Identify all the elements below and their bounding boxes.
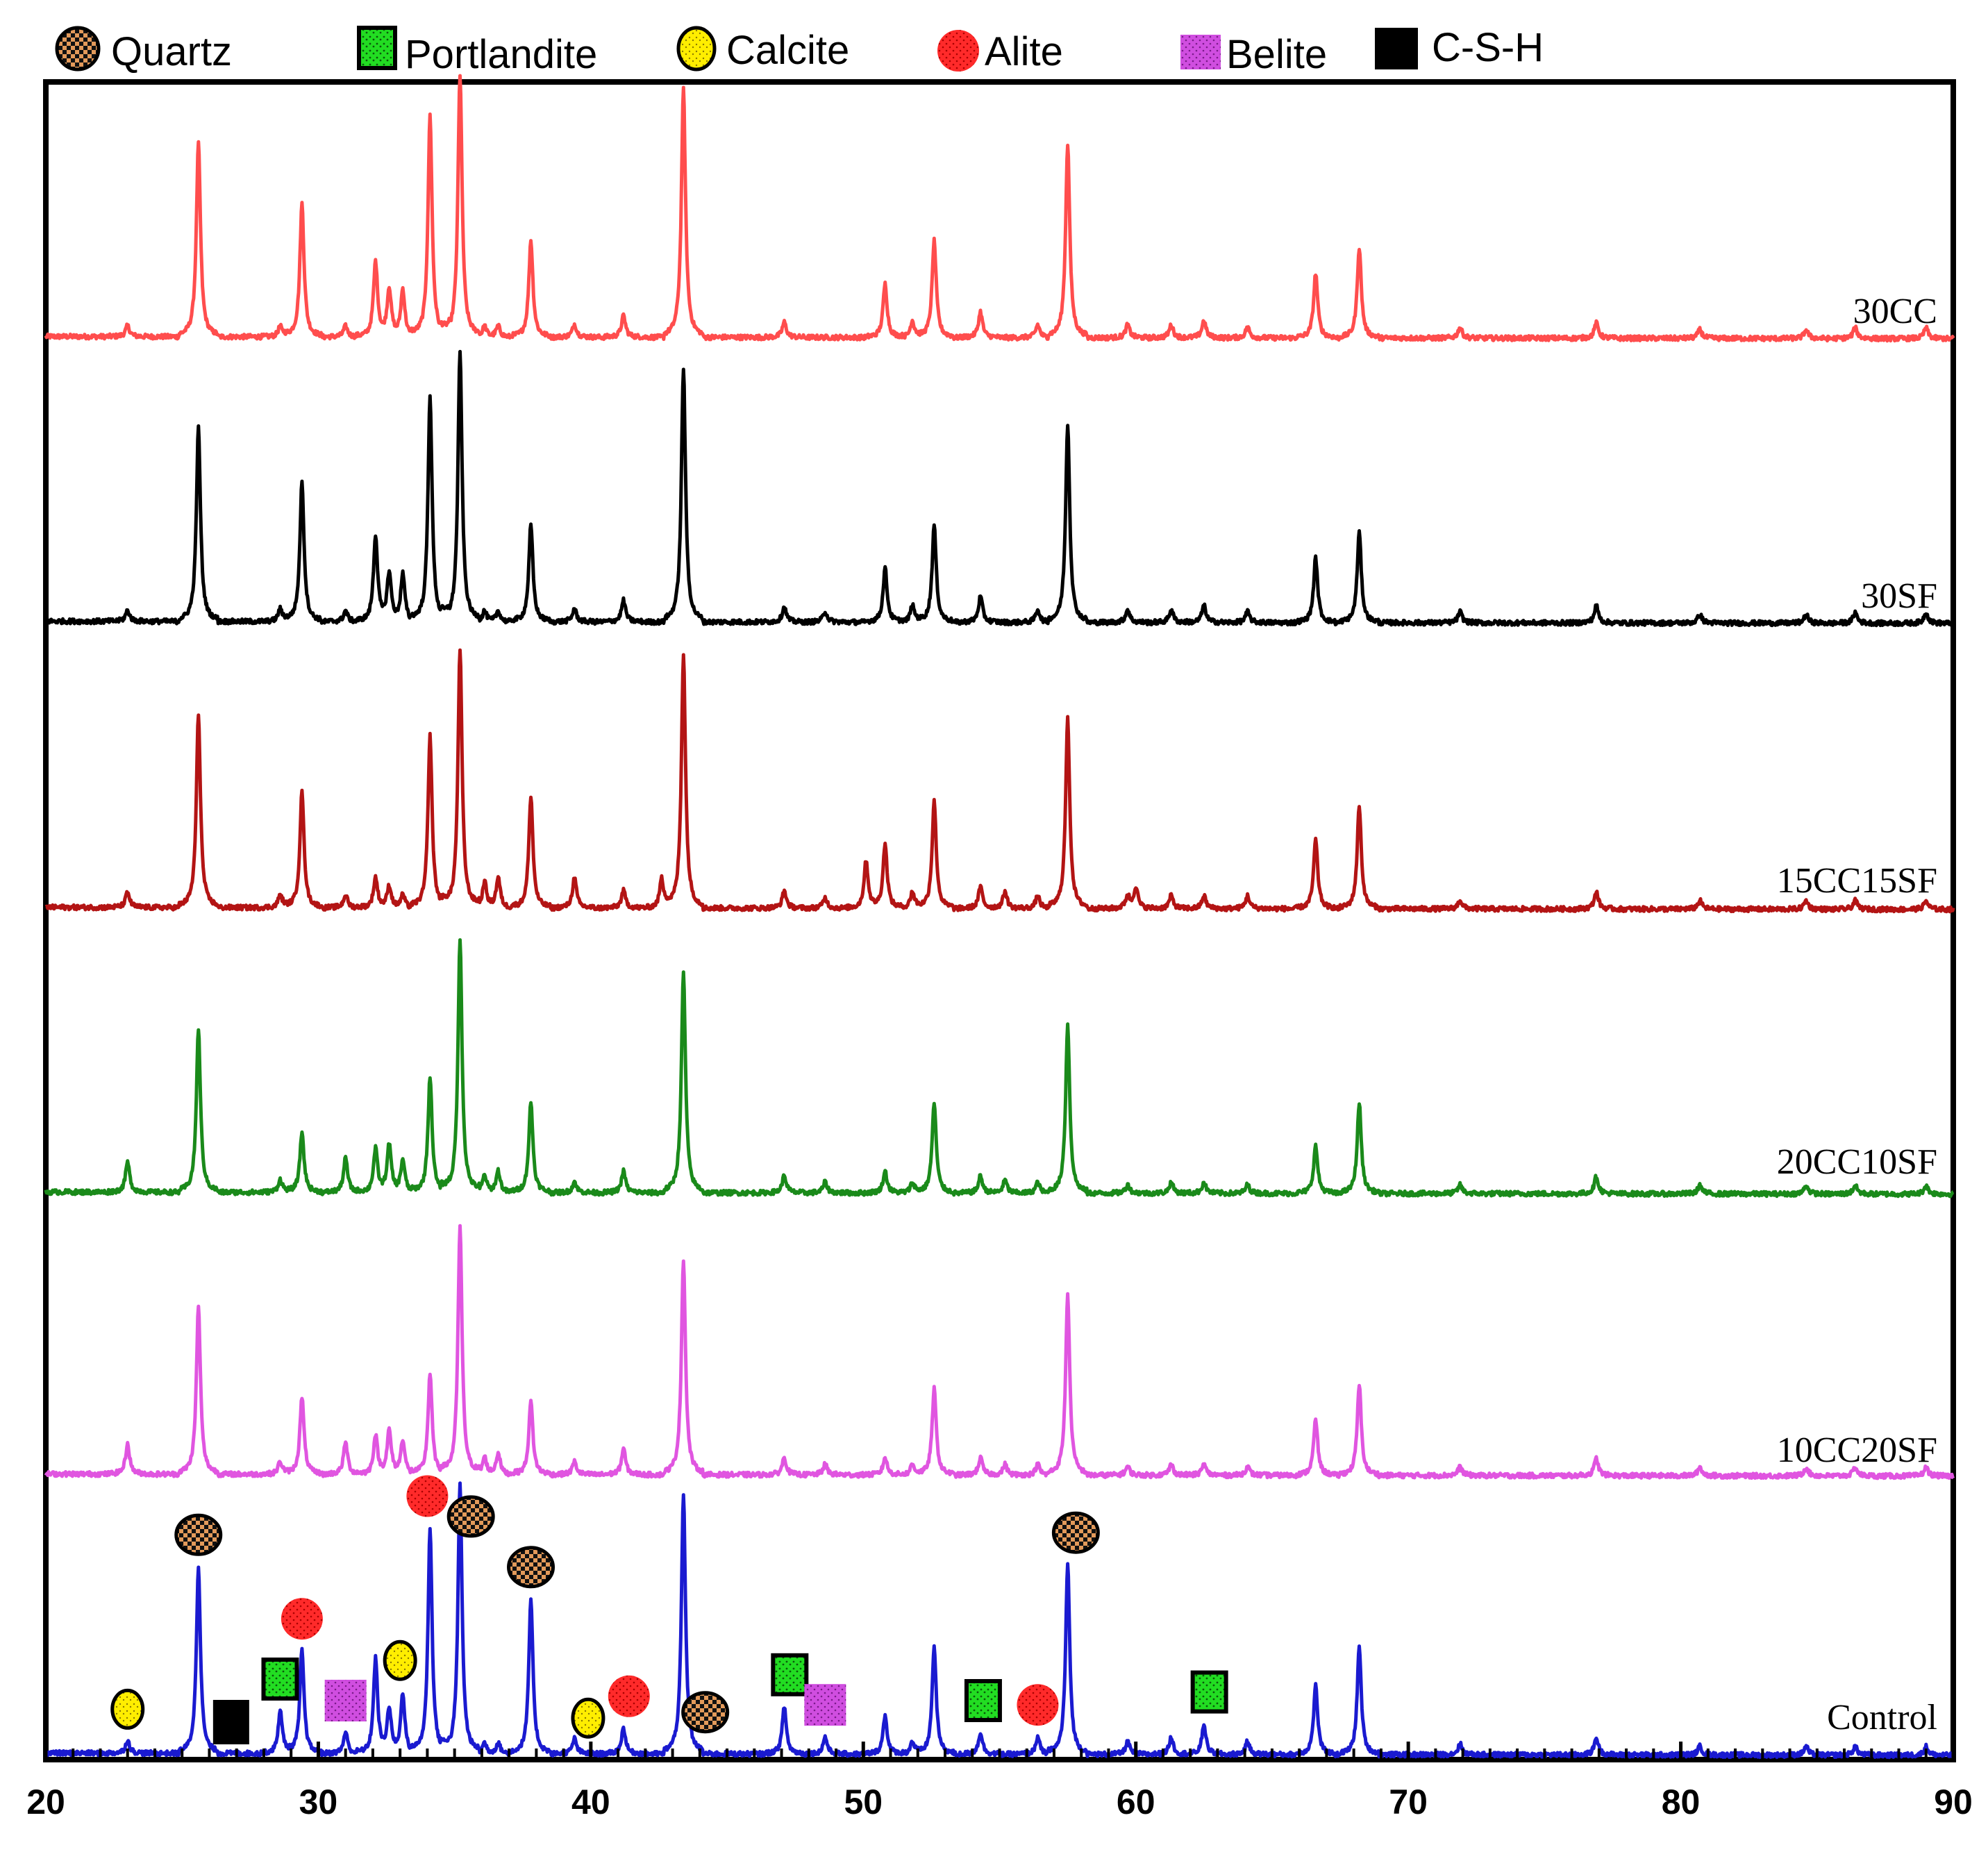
quartz-icon bbox=[174, 1513, 223, 1556]
series-line bbox=[44, 74, 1955, 343]
series-label: 30SF bbox=[1861, 576, 1937, 616]
csh-icon bbox=[1375, 28, 1418, 69]
x-axis: 20 30 40 50 60 70 80 90 bbox=[26, 1742, 1973, 1821]
phase-marker-portlandite bbox=[771, 1653, 809, 1696]
quartz-icon bbox=[1051, 1511, 1100, 1554]
phase-marker-alite bbox=[406, 1475, 449, 1517]
portlandite-icon bbox=[771, 1653, 809, 1696]
belite-icon bbox=[324, 1680, 367, 1721]
series-label-layer: 30CC 30SF 15CC15SF 20CC10SF 10CC20SF Control bbox=[1777, 292, 1937, 1737]
phase-marker-calcite bbox=[110, 1688, 145, 1730]
legend-item-quartz: Quartz bbox=[55, 26, 232, 74]
x-tick-label: 80 bbox=[1662, 1783, 1701, 1821]
phase-marker-calcite bbox=[571, 1697, 605, 1739]
legend-item-alite: Alite bbox=[937, 29, 1063, 74]
portlandite-icon bbox=[357, 26, 397, 70]
legend-item-calcite: Calcite bbox=[676, 26, 849, 73]
series-line bbox=[44, 349, 1955, 628]
x-tick-label: 90 bbox=[1934, 1783, 1973, 1821]
legend-item-portlandite: Portlandite bbox=[357, 26, 597, 77]
phase-marker-quartz bbox=[446, 1495, 495, 1538]
phase-marker-quartz bbox=[174, 1513, 223, 1556]
legend-label: Alite bbox=[985, 29, 1063, 74]
x-tick-label: 30 bbox=[299, 1783, 338, 1821]
series-layer bbox=[44, 74, 1955, 1760]
series-15CC15SF bbox=[44, 648, 1955, 914]
portlandite-icon bbox=[1190, 1670, 1228, 1714]
phase-marker-alite bbox=[608, 1675, 650, 1717]
series-label: Control bbox=[1827, 1698, 1937, 1737]
legend-label: Quartz bbox=[111, 29, 232, 74]
phase-marker-quartz bbox=[507, 1546, 556, 1589]
calcite-icon bbox=[110, 1688, 145, 1730]
portlandite-icon bbox=[964, 1679, 1002, 1722]
calcite-icon bbox=[383, 1639, 417, 1681]
x-tick-label: 70 bbox=[1389, 1783, 1428, 1821]
calcite-icon bbox=[676, 26, 717, 72]
phase-marker-csh bbox=[212, 1700, 249, 1744]
phase-marker-quartz bbox=[681, 1691, 730, 1734]
x-tick-label: 20 bbox=[26, 1783, 65, 1821]
phase-marker-portlandite bbox=[1190, 1670, 1228, 1714]
series-20CC10SF bbox=[44, 938, 1955, 1199]
legend-label: C-S-H bbox=[1432, 25, 1544, 70]
quartz-icon bbox=[507, 1546, 556, 1589]
legend-item-belite: Belite bbox=[1180, 32, 1327, 77]
belite-icon bbox=[1180, 35, 1221, 69]
csh-icon bbox=[212, 1700, 249, 1744]
phase-marker-belite bbox=[804, 1684, 846, 1726]
legend-label: Portlandite bbox=[405, 32, 597, 77]
series-line bbox=[44, 938, 1955, 1199]
series-30SF bbox=[44, 349, 1955, 628]
legend-label: Calcite bbox=[726, 28, 849, 73]
phase-marker-portlandite bbox=[261, 1658, 299, 1701]
series-10CC20SF bbox=[44, 1224, 1955, 1480]
series-line bbox=[44, 648, 1955, 914]
quartz-icon bbox=[681, 1691, 730, 1734]
series-30CC bbox=[44, 74, 1955, 343]
belite-icon bbox=[804, 1684, 846, 1726]
series-label: 10CC20SF bbox=[1777, 1430, 1937, 1470]
alite-icon bbox=[281, 1598, 323, 1640]
series-label: 15CC15SF bbox=[1777, 861, 1937, 901]
phase-marker-quartz bbox=[1051, 1511, 1100, 1554]
x-tick-label: 40 bbox=[571, 1783, 610, 1821]
legend: Quartz Portlandite Calcite Alite Belite … bbox=[55, 25, 1544, 77]
x-tick-label: 50 bbox=[844, 1783, 883, 1821]
calcite-icon bbox=[571, 1697, 605, 1739]
quartz-icon bbox=[55, 26, 101, 72]
portlandite-icon bbox=[261, 1658, 299, 1701]
phase-marker-calcite bbox=[383, 1639, 417, 1681]
legend-label: Belite bbox=[1226, 32, 1327, 77]
phase-marker-belite bbox=[324, 1680, 367, 1721]
series-label: 20CC10SF bbox=[1777, 1142, 1937, 1182]
alite-icon bbox=[608, 1675, 650, 1717]
legend-item-csh: C-S-H bbox=[1375, 25, 1544, 70]
x-tick-label: 60 bbox=[1117, 1783, 1155, 1821]
alite-icon bbox=[937, 30, 979, 72]
series-line bbox=[44, 1224, 1955, 1480]
alite-icon bbox=[406, 1475, 449, 1517]
phase-marker-alite bbox=[1017, 1684, 1059, 1726]
phase-marker-layer bbox=[110, 1475, 1228, 1744]
phase-marker-portlandite bbox=[964, 1679, 1002, 1722]
quartz-icon bbox=[446, 1495, 495, 1538]
phase-marker-alite bbox=[281, 1598, 323, 1640]
alite-icon bbox=[1017, 1684, 1059, 1726]
series-label: 30CC bbox=[1853, 292, 1937, 331]
